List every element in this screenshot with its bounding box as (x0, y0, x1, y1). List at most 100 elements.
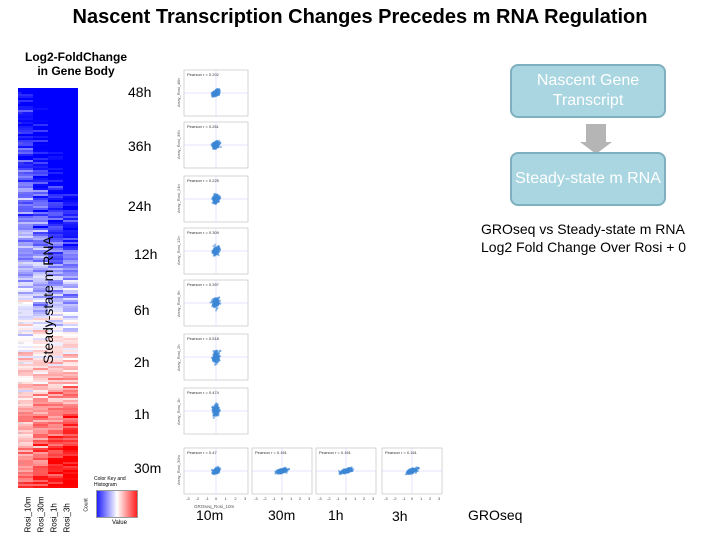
heatmap-cell (63, 272, 78, 275)
heatmap-cell (48, 194, 64, 197)
heatmap-cell (48, 174, 64, 177)
heatmap-cell (33, 480, 49, 483)
heatmap-cell (63, 134, 78, 137)
scatter-point (408, 471, 412, 474)
heatmap-cell (63, 444, 78, 447)
x-tick: 1 (420, 496, 423, 501)
panel-ylabel: Array_Rosi_6h (176, 291, 181, 317)
heatmap-cell (18, 96, 34, 99)
heatmap-cell (18, 470, 34, 473)
heatmap-cell (18, 258, 34, 261)
heatmap-cell (18, 166, 34, 169)
scatter-point (213, 253, 216, 256)
x-tick: 0 (345, 496, 348, 501)
heatmap-cell (18, 98, 34, 101)
heatmap-cell (48, 352, 64, 355)
heatmap-cell (33, 250, 49, 253)
heatmap-cell (18, 218, 34, 221)
heatmap-cell (63, 380, 78, 383)
caption-line2: Log2 Fold Change Over Rosi + 0 (481, 239, 687, 255)
heatmap-cell (33, 136, 49, 139)
heatmap-cell (18, 330, 34, 333)
heatmap-cell (63, 460, 78, 463)
heatmap-cell (33, 386, 49, 389)
heatmap-cell (33, 396, 49, 399)
heatmap-cell (18, 410, 34, 413)
scatter-point (214, 88, 218, 91)
heatmap-cell (33, 242, 49, 245)
heatmap-cell (48, 312, 64, 315)
heatmap-cell (63, 468, 78, 471)
heatmap-cell (33, 186, 49, 189)
heatmap-cell (48, 296, 64, 299)
heatmap-cell (63, 362, 78, 365)
heatmap-cell (18, 390, 34, 393)
heatmap-cell (48, 106, 64, 109)
scatter-point (283, 467, 286, 470)
scatter-point (342, 471, 345, 474)
scatter-point (218, 468, 221, 471)
x-tick: 0 (281, 496, 284, 501)
heatmap-cell (33, 318, 49, 321)
heatmap-cell (18, 316, 34, 319)
heatmap-cell (63, 284, 78, 287)
heatmap-cell (48, 348, 64, 351)
row-time-label: 6h (134, 302, 150, 318)
heatmap-cell (48, 248, 64, 251)
heatmap-cell (63, 482, 78, 485)
heatmap-cell (48, 166, 64, 169)
heatmap-cell (18, 438, 34, 441)
heatmap-cell (63, 268, 78, 271)
scatter-point (350, 468, 353, 472)
heatmap-cell (48, 132, 64, 135)
heatmap-cell (18, 480, 34, 483)
heatmap-cell (63, 382, 78, 385)
heatmap-cell (33, 342, 49, 345)
heatmap-cell (48, 376, 64, 379)
heatmap-cell (18, 154, 34, 157)
heatmap-cell (48, 94, 64, 97)
scatter-point (215, 250, 219, 253)
heatmap-cell (63, 162, 78, 165)
heatmap-cell (18, 358, 34, 361)
steady-state-box: Steady-state m RNA (510, 152, 666, 206)
heatmap-cell (63, 402, 78, 405)
heatmap-cell (63, 116, 78, 119)
heatmap-cell (48, 204, 64, 207)
scatter-point (219, 349, 222, 353)
heatmap-cell (48, 364, 64, 367)
heatmap-cell (48, 272, 64, 275)
heatmap-cell (18, 370, 34, 373)
heatmap-cell (63, 160, 78, 163)
scatter-point (215, 357, 218, 360)
heatmap-cell (48, 172, 64, 175)
heatmap-cell (48, 314, 64, 317)
scatter-panel: Pearson r = 0.309 Array_Rosi_12h (176, 227, 249, 275)
heatmap-cell (33, 294, 49, 297)
heatmap-cell (63, 414, 78, 417)
heatmap-cell (33, 314, 49, 317)
scatter-point (411, 469, 415, 472)
heatmap-cell (33, 400, 49, 403)
scatter-point (345, 471, 348, 474)
heatmap-cell (18, 180, 34, 183)
heatmap-cell (18, 444, 34, 447)
heatmap-cell (18, 170, 34, 173)
panel-ylabel: Array_Rosi_12h (176, 236, 181, 265)
heatmap-cell (18, 94, 34, 97)
scatter-point (214, 243, 217, 246)
heatmap-cell (33, 346, 49, 349)
heatmap-cell (33, 168, 49, 171)
heatmap-cell (33, 92, 49, 95)
scatter-point (211, 250, 214, 254)
heatmap-cell (63, 302, 78, 305)
heatmap-cell (63, 336, 78, 339)
heatmap-cell (48, 186, 64, 189)
heatmap-cell (33, 412, 49, 415)
heatmap-cell (63, 424, 78, 427)
heatmap-cell (33, 132, 49, 135)
panel-ylabel: Array_Rosi_24h (176, 184, 181, 213)
heatmap-cell (63, 176, 78, 179)
heatmap-cell (48, 90, 64, 93)
heatmap-cell (33, 178, 49, 181)
